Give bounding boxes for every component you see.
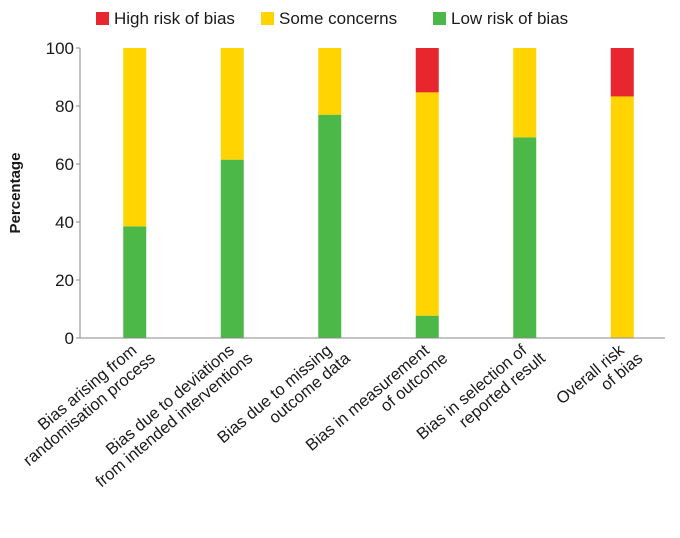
x-category-label-6: Overall riskof bias: [553, 335, 646, 421]
legend-swatch-1: [96, 12, 109, 25]
y-axis-label: Percentage: [7, 153, 24, 234]
bar-segment-4-series-3: [415, 48, 439, 93]
bar-segment-6-series-3: [610, 48, 634, 97]
bar-segment-5-series-2: [513, 48, 537, 138]
x-axis-labels: Bias arising fromrandomisation processBi…: [20, 335, 646, 491]
y-tick-label-100: 100: [46, 39, 74, 58]
y-axis-ticks: 0 20 40 60 80 100: [46, 39, 80, 348]
bar-segment-1-series-2: [123, 48, 147, 227]
bar-segment-4-series-1: [415, 315, 439, 338]
bars: [123, 48, 634, 339]
y-tick-label-0: 0: [65, 329, 74, 348]
bar-segment-6-series-2: [610, 96, 634, 339]
legend: High risk of bias Some concerns Low risk o…: [96, 9, 568, 28]
legend-swatch-2: [261, 12, 274, 25]
legend-label-3: Low risk of bias: [451, 9, 568, 28]
legend-label-1: High risk of bias: [114, 9, 235, 28]
y-tick-label-20: 20: [55, 271, 74, 290]
legend-label-2: Some concerns: [279, 9, 397, 28]
legend-swatch-3: [433, 12, 446, 25]
y-tick-label-80: 80: [55, 97, 74, 116]
bar-segment-2-series-1: [220, 159, 244, 338]
bar-segment-4-series-2: [415, 92, 439, 316]
y-tick-label-60: 60: [55, 155, 74, 174]
bar-segment-2-series-2: [220, 48, 244, 160]
axes: [79, 48, 665, 339]
bar-segment-3-series-2: [318, 48, 342, 115]
bar-segment-1-series-1: [123, 226, 147, 338]
y-tick-label-40: 40: [55, 213, 74, 232]
bar-segment-3-series-1: [318, 114, 342, 338]
bar-segment-5-series-1: [513, 137, 537, 338]
